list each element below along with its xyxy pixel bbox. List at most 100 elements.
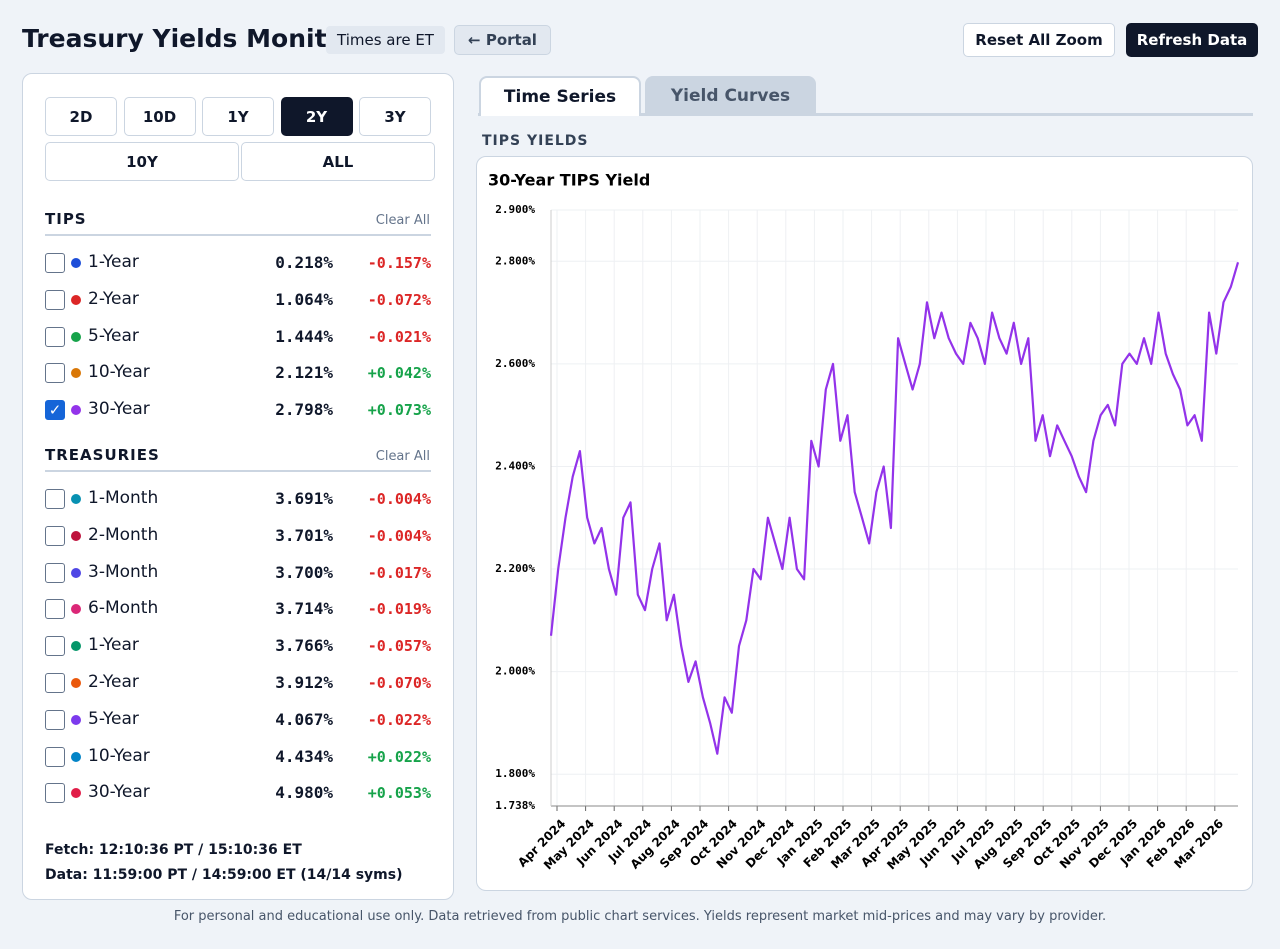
- series-dot: [71, 405, 81, 416]
- y-tick-label: 2.400%: [495, 459, 535, 472]
- reset-zoom-button[interactable]: Reset All Zoom: [963, 23, 1115, 57]
- series-name: 5-Year: [88, 325, 139, 346]
- range-button[interactable]: 2D: [45, 97, 117, 136]
- series-dot: [71, 714, 81, 725]
- series-change: +0.073%: [367, 401, 431, 420]
- series-change: -0.019%: [367, 600, 431, 619]
- series-change: -0.072%: [367, 290, 431, 309]
- series-value: 3.701%: [275, 525, 333, 545]
- series-change: +0.042%: [367, 364, 431, 383]
- group-title: TREASURIES: [45, 446, 160, 464]
- series-name: 10-Year: [88, 745, 150, 766]
- y-tick-label: 2.000%: [495, 665, 535, 678]
- timezone-badge: Times are ET: [326, 26, 445, 54]
- checkbox[interactable]: [45, 253, 65, 273]
- series-change: +0.053%: [367, 784, 431, 803]
- clear-all-link[interactable]: Clear All: [375, 449, 430, 464]
- divider: [45, 234, 431, 236]
- portal-button[interactable]: ← Portal: [454, 25, 551, 55]
- series-value: 1.064%: [275, 289, 333, 309]
- y-tick-label: 2.200%: [495, 562, 535, 575]
- series-value: 4.067%: [275, 709, 333, 729]
- series-name: 1-Month: [88, 488, 159, 508]
- group-title: TIPS: [45, 210, 87, 228]
- checkbox[interactable]: [45, 525, 65, 546]
- series-dot: [71, 494, 81, 504]
- tab-underline: [478, 113, 1253, 116]
- refresh-button[interactable]: Refresh Data: [1126, 23, 1258, 57]
- series-value: 3.691%: [275, 489, 333, 508]
- section-label: TIPS YIELDS: [482, 133, 589, 149]
- series-name: 6-Month: [88, 598, 159, 619]
- y-tick-label: 1.738%: [495, 799, 535, 812]
- series-value: 3.912%: [275, 673, 333, 692]
- series-value: 0.218%: [275, 253, 333, 272]
- series-value: 3.714%: [275, 599, 333, 619]
- series-dot: [71, 294, 81, 305]
- series-change: -0.070%: [367, 674, 431, 692]
- checkbox[interactable]: [45, 709, 65, 730]
- series-name: 2-Month: [88, 524, 159, 545]
- range-button[interactable]: 10Y: [45, 142, 239, 181]
- checkbox[interactable]: ✓: [45, 400, 65, 421]
- series-dot: [71, 258, 81, 268]
- series-dot: [71, 567, 81, 578]
- range-button[interactable]: 2Y: [280, 97, 353, 136]
- range-button[interactable]: 3Y: [359, 97, 431, 136]
- series-value: 1.444%: [275, 326, 333, 346]
- checkbox[interactable]: [45, 562, 65, 583]
- range-button[interactable]: ALL: [241, 142, 435, 181]
- checkbox[interactable]: [45, 783, 65, 804]
- series-change: -0.157%: [367, 254, 431, 272]
- series-change: -0.004%: [367, 526, 431, 545]
- series-name: 3-Month: [88, 561, 159, 582]
- series-change: -0.004%: [367, 490, 431, 508]
- app-title: Treasury Yields Monitor: [22, 24, 357, 53]
- checkbox[interactable]: [45, 489, 65, 509]
- clear-all-link[interactable]: Clear All: [375, 213, 430, 228]
- checkbox[interactable]: [45, 636, 65, 657]
- checkbox[interactable]: [45, 326, 65, 347]
- chart-card: 30-Year TIPS Yield Apr 2024 May 2024 Jun 2…: [476, 156, 1253, 891]
- series-change: -0.057%: [367, 637, 431, 656]
- range-button[interactable]: 10D: [123, 97, 196, 136]
- tab[interactable]: Yield Curves: [645, 76, 816, 115]
- divider: [45, 470, 431, 472]
- series-value: 3.766%: [275, 636, 333, 656]
- series-dot: [71, 368, 81, 379]
- footer-note: For personal and educational use only. D…: [173, 909, 1107, 924]
- series-dot: [71, 678, 81, 688]
- series-dot: [71, 331, 81, 342]
- y-tick-label: 2.800%: [495, 254, 535, 267]
- series-dot: [71, 530, 81, 541]
- series-name: 10-Year: [88, 362, 150, 383]
- series-name: 2-Year: [88, 672, 139, 692]
- series-value: 2.121%: [275, 363, 333, 383]
- checkbox[interactable]: [45, 363, 65, 384]
- checkbox[interactable]: [45, 289, 65, 310]
- y-tick-label: 2.600%: [495, 357, 535, 370]
- range-button[interactable]: 1Y: [202, 97, 274, 136]
- checkbox[interactable]: [45, 599, 65, 620]
- series-value: 3.700%: [275, 562, 333, 582]
- tab[interactable]: Time Series: [479, 76, 641, 116]
- series-dot: [71, 788, 81, 799]
- data-status: Data: 11:59:00 PT / 14:59:00 ET (14/14 s…: [45, 867, 403, 883]
- series-name: 30-Year: [88, 399, 150, 420]
- series-name: 1-Year: [88, 252, 139, 272]
- series-name: 1-Year: [88, 635, 139, 656]
- series-name: 5-Year: [88, 708, 139, 729]
- series-change: -0.022%: [367, 710, 431, 729]
- y-tick-label: 2.900%: [495, 203, 535, 216]
- checkbox[interactable]: [45, 746, 65, 767]
- series-change: -0.017%: [367, 563, 431, 582]
- series-value: 2.798%: [275, 400, 333, 420]
- series-name: 30-Year: [88, 782, 150, 803]
- series-value: 4.434%: [275, 746, 333, 766]
- series-dot: [71, 641, 81, 652]
- series-value: 4.980%: [275, 783, 333, 803]
- series-dot: [71, 604, 81, 615]
- series-line: [549, 261, 1240, 755]
- checkbox[interactable]: [45, 673, 65, 693]
